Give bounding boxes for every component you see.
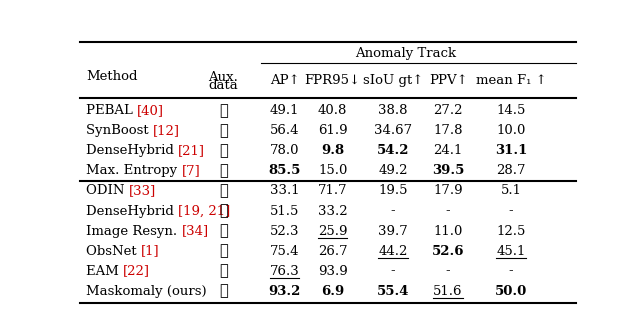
Text: Image Resyn.: Image Resyn. bbox=[86, 224, 182, 237]
Text: ✓: ✓ bbox=[219, 144, 228, 158]
Text: 50.0: 50.0 bbox=[495, 285, 527, 298]
Text: mean F₁ ↑: mean F₁ ↑ bbox=[476, 73, 547, 87]
Text: sIoU gt↑: sIoU gt↑ bbox=[363, 73, 423, 87]
Text: 12.5: 12.5 bbox=[496, 224, 525, 237]
Text: 15.0: 15.0 bbox=[318, 164, 348, 177]
Text: [40]: [40] bbox=[138, 105, 164, 118]
Text: 34.67: 34.67 bbox=[374, 125, 412, 137]
Text: ODIN: ODIN bbox=[86, 184, 129, 197]
Text: PPV↑: PPV↑ bbox=[429, 73, 467, 87]
Text: DenseHybrid: DenseHybrid bbox=[86, 204, 179, 217]
Text: 52.3: 52.3 bbox=[270, 224, 300, 237]
Text: 9.8: 9.8 bbox=[321, 145, 344, 157]
Text: ✓: ✓ bbox=[219, 164, 228, 178]
Text: EAM: EAM bbox=[86, 265, 124, 278]
Text: 26.7: 26.7 bbox=[318, 244, 348, 258]
Text: 51.5: 51.5 bbox=[270, 204, 300, 217]
Text: [34]: [34] bbox=[182, 224, 209, 237]
Text: 28.7: 28.7 bbox=[496, 164, 525, 177]
Text: Aux.: Aux. bbox=[209, 70, 238, 84]
Text: 31.1: 31.1 bbox=[495, 145, 527, 157]
Text: 78.0: 78.0 bbox=[270, 145, 300, 157]
Text: 38.8: 38.8 bbox=[378, 105, 408, 118]
Text: [7]: [7] bbox=[182, 164, 200, 177]
Text: ✗: ✗ bbox=[219, 264, 228, 278]
Text: Maskomaly (ours): Maskomaly (ours) bbox=[86, 285, 207, 298]
Text: 85.5: 85.5 bbox=[268, 164, 301, 177]
Text: 56.4: 56.4 bbox=[270, 125, 300, 137]
Text: 44.2: 44.2 bbox=[378, 244, 408, 258]
Text: data: data bbox=[209, 79, 238, 92]
Text: 33.2: 33.2 bbox=[318, 204, 348, 217]
Text: [21]: [21] bbox=[179, 145, 205, 157]
Text: 5.1: 5.1 bbox=[500, 184, 522, 197]
Text: 39.5: 39.5 bbox=[432, 164, 464, 177]
Text: 75.4: 75.4 bbox=[270, 244, 300, 258]
Text: ✗: ✗ bbox=[219, 244, 228, 258]
Text: SynBoost: SynBoost bbox=[86, 125, 153, 137]
Text: 6.9: 6.9 bbox=[321, 285, 344, 298]
Text: -: - bbox=[509, 204, 513, 217]
Text: -: - bbox=[509, 265, 513, 278]
Text: 55.4: 55.4 bbox=[377, 285, 410, 298]
Text: PEBAL: PEBAL bbox=[86, 105, 138, 118]
Text: 27.2: 27.2 bbox=[433, 105, 463, 118]
Text: Method: Method bbox=[86, 70, 138, 83]
Text: Anomaly Track: Anomaly Track bbox=[355, 47, 456, 60]
Text: 10.0: 10.0 bbox=[496, 125, 525, 137]
Text: ✓: ✓ bbox=[219, 104, 228, 118]
Text: 17.9: 17.9 bbox=[433, 184, 463, 197]
Text: 51.6: 51.6 bbox=[433, 285, 463, 298]
Text: 11.0: 11.0 bbox=[433, 224, 463, 237]
Text: Max. Entropy: Max. Entropy bbox=[86, 164, 182, 177]
Text: 76.3: 76.3 bbox=[269, 265, 300, 278]
Text: ✓: ✓ bbox=[219, 124, 228, 138]
Text: 17.8: 17.8 bbox=[433, 125, 463, 137]
Text: 52.6: 52.6 bbox=[432, 244, 465, 258]
Text: 40.8: 40.8 bbox=[318, 105, 348, 118]
Text: DenseHybrid: DenseHybrid bbox=[86, 145, 179, 157]
Text: 25.9: 25.9 bbox=[318, 224, 348, 237]
Text: 71.7: 71.7 bbox=[318, 184, 348, 197]
Text: 61.9: 61.9 bbox=[318, 125, 348, 137]
Text: 93.2: 93.2 bbox=[268, 285, 301, 298]
Text: -: - bbox=[446, 265, 451, 278]
Text: 93.9: 93.9 bbox=[318, 265, 348, 278]
Text: [1]: [1] bbox=[141, 244, 160, 258]
Text: [12]: [12] bbox=[153, 125, 180, 137]
Text: 39.7: 39.7 bbox=[378, 224, 408, 237]
Text: ✗: ✗ bbox=[219, 184, 228, 198]
Text: [19, 21]: [19, 21] bbox=[179, 204, 230, 217]
Text: 49.1: 49.1 bbox=[270, 105, 300, 118]
Text: 45.1: 45.1 bbox=[496, 244, 525, 258]
Text: [33]: [33] bbox=[129, 184, 156, 197]
Text: -: - bbox=[391, 265, 396, 278]
Text: AP↑: AP↑ bbox=[269, 73, 300, 87]
Text: -: - bbox=[446, 204, 451, 217]
Text: 33.1: 33.1 bbox=[270, 184, 300, 197]
Text: [22]: [22] bbox=[124, 265, 150, 278]
Text: ✗: ✗ bbox=[219, 204, 228, 218]
Text: 49.2: 49.2 bbox=[378, 164, 408, 177]
Text: 24.1: 24.1 bbox=[433, 145, 463, 157]
Text: -: - bbox=[391, 204, 396, 217]
Text: 19.5: 19.5 bbox=[378, 184, 408, 197]
Text: 54.2: 54.2 bbox=[377, 145, 410, 157]
Text: 14.5: 14.5 bbox=[496, 105, 525, 118]
Text: ✗: ✗ bbox=[219, 224, 228, 238]
Text: ObsNet: ObsNet bbox=[86, 244, 141, 258]
Text: ✗: ✗ bbox=[219, 284, 228, 298]
Text: FPR95↓: FPR95↓ bbox=[305, 73, 361, 87]
